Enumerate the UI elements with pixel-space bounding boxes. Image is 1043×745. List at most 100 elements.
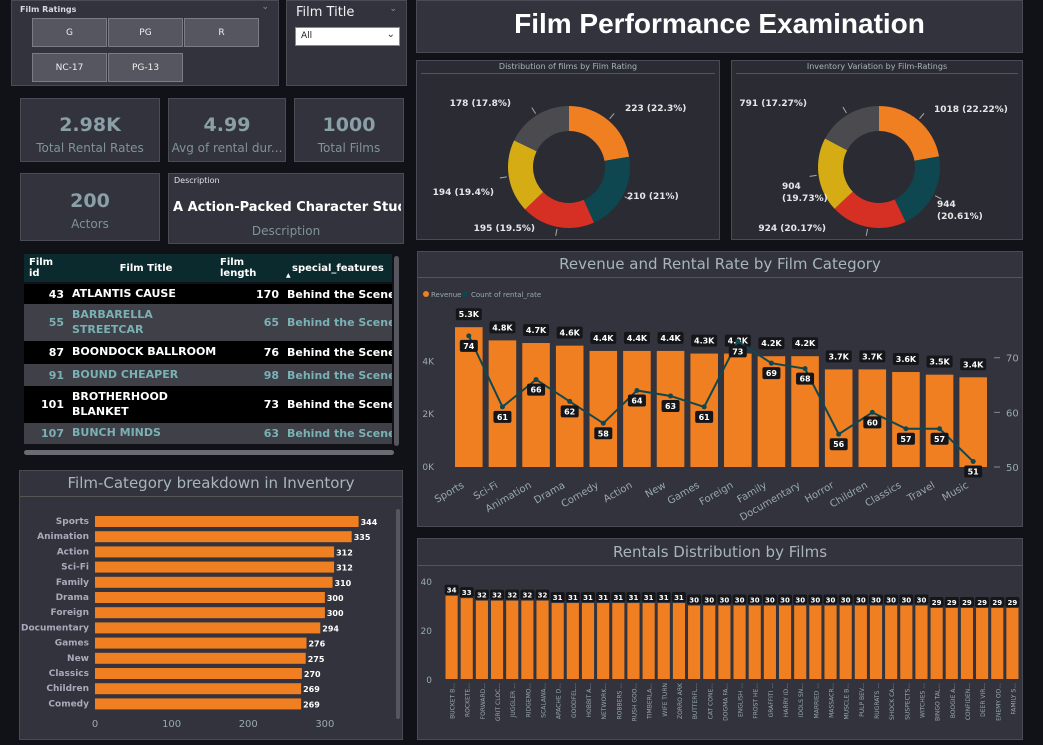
donut-slice[interactable] xyxy=(508,140,544,210)
donut-slice[interactable] xyxy=(818,138,853,209)
bar-category[interactable] xyxy=(95,576,333,588)
bar-category[interactable] xyxy=(95,698,302,710)
chevron-down-icon[interactable]: ⌄ xyxy=(389,4,397,14)
bar-film[interactable] xyxy=(566,603,579,679)
rental-point[interactable] xyxy=(499,404,505,410)
bar-film[interactable] xyxy=(778,605,792,680)
bar-revenue[interactable] xyxy=(824,369,853,467)
bar-film[interactable] xyxy=(900,605,913,680)
bar-film[interactable] xyxy=(536,600,549,679)
bar-film[interactable] xyxy=(809,605,822,680)
bar-film[interactable] xyxy=(748,605,761,680)
bar-category[interactable] xyxy=(95,546,335,558)
bar-film[interactable] xyxy=(763,605,776,680)
rental-point[interactable] xyxy=(668,393,674,399)
col-film-length[interactable]: Film length xyxy=(220,257,257,279)
bar-film[interactable] xyxy=(824,605,837,680)
donut-slice[interactable] xyxy=(894,156,940,222)
bar-film[interactable] xyxy=(581,603,595,679)
chart-scrollbar[interactable] xyxy=(396,509,400,719)
bar-revenue[interactable] xyxy=(589,350,618,467)
bar-revenue[interactable] xyxy=(892,372,920,467)
bar-film[interactable] xyxy=(521,600,534,679)
bar-category[interactable] xyxy=(95,683,302,695)
bar-film[interactable] xyxy=(642,603,655,679)
col-film-id[interactable]: Film id xyxy=(29,257,54,279)
table-row[interactable]: 87 BOONDOCK BALLROOM 76 Behind the Scene… xyxy=(24,341,392,364)
bar-film[interactable] xyxy=(551,603,564,679)
rental-point[interactable] xyxy=(466,333,472,339)
rental-point[interactable] xyxy=(634,388,640,393)
bar-revenue[interactable] xyxy=(959,377,987,467)
bar-film[interactable] xyxy=(960,607,974,679)
bar-film[interactable] xyxy=(854,605,867,680)
col-special-features[interactable]: ▲ special_features xyxy=(284,254,392,282)
rental-point[interactable] xyxy=(937,426,943,432)
rating-option-pg13[interactable]: PG-13 xyxy=(108,53,183,82)
donut-slice[interactable] xyxy=(514,106,569,152)
rating-option-r[interactable]: R xyxy=(184,18,259,47)
bar-film[interactable] xyxy=(688,605,701,680)
donut-slice[interactable] xyxy=(825,106,879,151)
bar-category[interactable] xyxy=(95,637,307,649)
bar-film[interactable] xyxy=(672,603,686,679)
table-vertical-scrollbar[interactable] xyxy=(394,256,399,446)
bar-category[interactable] xyxy=(95,622,321,634)
table-row[interactable]: 101 BROTHERHOOD BLANKET 73 Behind the Sc… xyxy=(24,386,392,423)
bar-revenue[interactable] xyxy=(488,340,517,467)
rating-option-pg[interactable]: PG xyxy=(108,18,183,47)
bar-film[interactable] xyxy=(930,607,943,679)
rental-point[interactable] xyxy=(802,366,808,372)
bar-revenue[interactable] xyxy=(522,343,550,467)
donut-slice[interactable] xyxy=(525,191,594,228)
col-film-title[interactable]: Film Title xyxy=(119,262,173,274)
bar-film[interactable] xyxy=(657,603,670,679)
table-row[interactable]: 107 BUNCH MINDS 63 Behind the Scenes xyxy=(24,423,392,444)
bar-film[interactable] xyxy=(475,600,488,679)
bar-category[interactable] xyxy=(95,531,352,543)
bar-revenue[interactable] xyxy=(925,374,954,467)
bar-film[interactable] xyxy=(445,595,458,679)
bar-film[interactable] xyxy=(612,603,625,679)
bar-revenue[interactable] xyxy=(724,353,752,467)
bar-film[interactable] xyxy=(915,605,928,680)
bar-film[interactable] xyxy=(703,605,716,680)
rating-option-g[interactable]: G xyxy=(32,18,107,47)
bar-revenue[interactable] xyxy=(690,353,718,467)
rental-point[interactable] xyxy=(869,409,875,415)
donut-slice[interactable] xyxy=(583,156,630,223)
bar-film[interactable] xyxy=(597,603,610,679)
rental-point[interactable] xyxy=(836,431,842,437)
rental-point[interactable] xyxy=(768,360,774,366)
bar-film[interactable] xyxy=(794,605,807,680)
table-row[interactable]: 55 BARBARELLA STREETCAR 65 Behind the Sc… xyxy=(24,304,392,341)
rental-point[interactable] xyxy=(970,459,976,465)
bar-film[interactable] xyxy=(460,598,473,679)
bar-film[interactable] xyxy=(991,607,1004,679)
table-row[interactable]: 43 ATLANTIS CAUSE 170 Behind the Scenes xyxy=(24,284,392,304)
bar-category[interactable] xyxy=(95,592,325,603)
table-horizontal-scrollbar[interactable] xyxy=(24,450,394,455)
rental-point[interactable] xyxy=(735,338,741,344)
bar-film[interactable] xyxy=(885,605,898,680)
bar-category[interactable] xyxy=(95,668,302,679)
bar-category[interactable] xyxy=(95,516,359,527)
rental-point[interactable] xyxy=(533,377,539,383)
rental-point[interactable] xyxy=(600,420,606,426)
rental-point[interactable] xyxy=(567,398,573,404)
chevron-down-icon[interactable]: ⌄ xyxy=(261,2,269,12)
rental-point[interactable] xyxy=(903,426,909,432)
bar-film[interactable] xyxy=(976,607,989,679)
bar-film[interactable] xyxy=(1006,607,1019,679)
bar-revenue[interactable] xyxy=(623,350,651,467)
rating-option-nc17[interactable]: NC-17 xyxy=(32,53,107,82)
film-title-dropdown[interactable]: All ⌄ xyxy=(295,27,400,46)
table-row[interactable]: 91 BOUND CHEAPER 98 Behind the Scenes xyxy=(24,364,392,386)
bar-category[interactable] xyxy=(95,607,325,619)
donut-slice[interactable] xyxy=(834,191,906,228)
rental-point[interactable] xyxy=(701,404,707,410)
donut-slice[interactable] xyxy=(879,106,940,161)
bar-category[interactable] xyxy=(95,561,335,573)
bar-film[interactable] xyxy=(945,607,958,679)
bar-film[interactable] xyxy=(733,605,746,680)
